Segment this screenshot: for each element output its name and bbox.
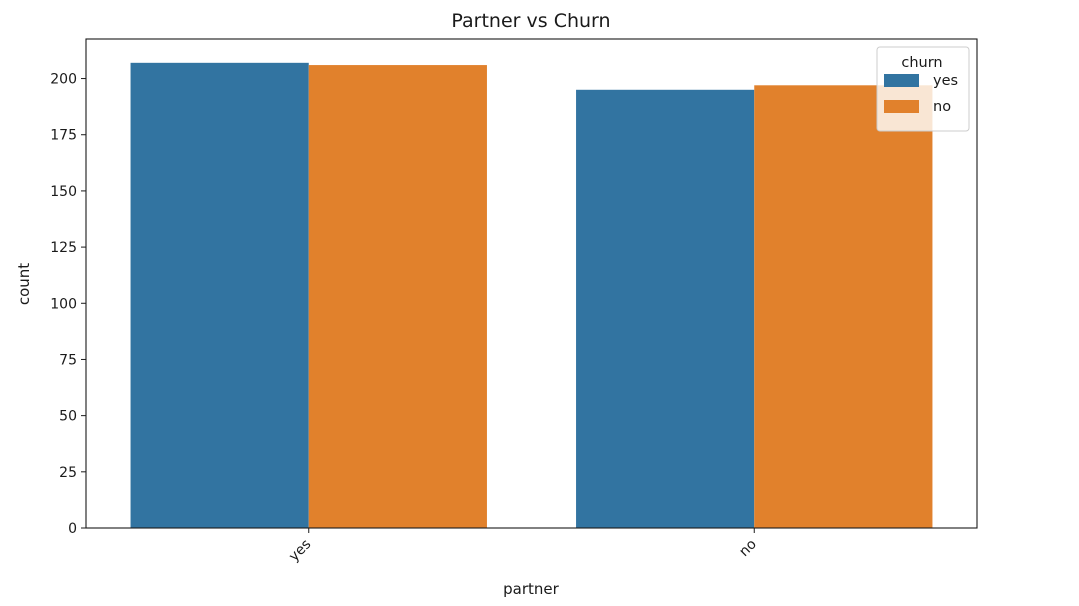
x-axis: yes no — [286, 528, 760, 565]
y-tick-label: 0 — [68, 521, 77, 537]
legend-label-yes: yes — [933, 73, 958, 89]
legend-title: churn — [901, 55, 942, 71]
y-tick-label: 175 — [50, 128, 77, 144]
y-axis: 0 25 50 75 100 125 150 175 200 — [50, 72, 86, 537]
bar-yes-yes — [130, 62, 309, 528]
y-tick-label: 75 — [59, 352, 77, 368]
y-tick-label: 200 — [50, 72, 77, 88]
legend-swatch-yes — [884, 74, 919, 87]
legend-label-no: no — [933, 99, 951, 115]
x-tick-label-yes: yes — [286, 536, 314, 564]
x-axis-label: partner — [503, 580, 559, 598]
legend-items: yes no — [884, 73, 958, 115]
bars-group — [130, 62, 933, 528]
chart-title: Partner vs Churn — [451, 10, 610, 32]
bar-yes-no — [308, 65, 487, 528]
y-tick-label: 125 — [50, 240, 77, 256]
legend: churn yes no — [876, 46, 970, 132]
bar-no-yes — [576, 89, 755, 528]
y-axis-label: count — [15, 263, 33, 305]
y-tick-label: 100 — [50, 296, 77, 312]
y-tick-label: 150 — [50, 184, 77, 200]
bar-no-no — [754, 85, 933, 528]
y-tick-label: 50 — [59, 409, 77, 425]
y-tick-label: 25 — [59, 465, 77, 481]
plot-frame — [85, 38, 978, 529]
x-tick-label-no: no — [736, 536, 760, 560]
legend-swatch-no — [884, 100, 919, 113]
